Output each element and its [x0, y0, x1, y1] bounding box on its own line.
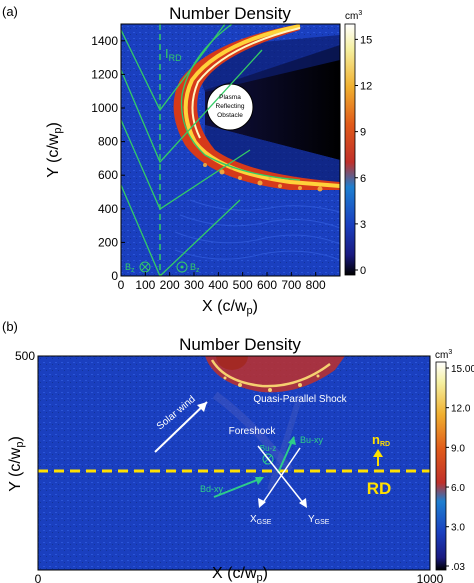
- y-tick-label: 1200: [91, 67, 118, 81]
- x-gse-arrowhead: [258, 498, 266, 508]
- y-tick-label: 800: [98, 135, 118, 149]
- colorbar-tick-label: 0: [360, 265, 366, 277]
- foreshock-label: Foreshock: [229, 426, 277, 437]
- x-tick-label: 700: [281, 278, 301, 292]
- x-tick-label: 100: [135, 278, 155, 292]
- x-tick-label: 1000: [417, 572, 444, 583]
- bz-out-icon: [176, 261, 188, 273]
- bu-z-icon: [262, 453, 274, 465]
- panel-b-yticks: 500: [15, 349, 42, 363]
- colorbar-tick-label: 12.0: [451, 404, 471, 415]
- shock-label: Quasi-Parallel Shock: [253, 394, 347, 405]
- panel-a-colorbar-ticks: 0 3 6 9 12 15: [355, 34, 372, 277]
- panel-b-frame: [37, 355, 431, 571]
- colorbar-tick-label: 15: [360, 34, 372, 46]
- panel-a-xticks: 0 100 200 300 400 500 600 700 800: [118, 272, 326, 292]
- colorbar-tick-label: 6.0: [451, 483, 465, 494]
- obstacle-label-2: Reflecting: [216, 103, 245, 110]
- x-tick-label: 200: [160, 278, 180, 292]
- panel-a-ylabel: Y (c/wp): [45, 122, 64, 178]
- x-tick-label: 0: [118, 278, 125, 292]
- n-rd-label: nRD: [372, 432, 390, 448]
- y-tick-label: 1000: [91, 101, 118, 115]
- obstacle-label-3: Obstacle: [217, 112, 243, 119]
- colorbar-tick-label: 12: [360, 81, 372, 93]
- y-gse-label: YGSE: [308, 514, 330, 526]
- y-gse-axis: [257, 445, 305, 505]
- panel-a-colorbar-unit: cm3: [345, 10, 362, 22]
- bz-cross-icon: [141, 263, 149, 271]
- bu-xy-arrowhead: [288, 436, 296, 445]
- panel-a-frame: [120, 23, 341, 277]
- bd-xy-arrow: [213, 477, 263, 498]
- solar-wind-arrow: [154, 401, 208, 453]
- colorbar-tick-label: .03: [451, 562, 465, 573]
- colorbar-tick-label: 6: [360, 173, 366, 185]
- panel-b-title: Number Density: [179, 335, 301, 354]
- colorbar-tick-label: 3: [360, 219, 366, 231]
- panel-b: (b) Number Density Solar wind Quasi-Para…: [2, 319, 474, 583]
- colorbar-tick-label: 9.0: [451, 443, 465, 454]
- y-tick-label: 200: [98, 235, 118, 249]
- y-gse-arrowhead: [299, 498, 307, 508]
- y-tick-label: 500: [15, 349, 35, 363]
- panel-b-xticks: 0 1000: [35, 566, 444, 583]
- bu-xy-label: Bu-xy: [300, 435, 324, 445]
- panel-a-heatmap: [121, 24, 340, 276]
- x-gse-label: XGSE: [250, 514, 272, 526]
- y-tick-label: 600: [98, 168, 118, 182]
- panel-b-label: (b): [2, 319, 18, 334]
- rd-annotation: IRD: [165, 46, 182, 63]
- bz-dot-icon: [180, 265, 184, 269]
- panel-a-label: (a): [2, 4, 18, 19]
- bd-xy-label: Bd-xy: [200, 484, 224, 494]
- x-tick-label: 800: [306, 278, 326, 292]
- x-tick-label: 0: [35, 572, 42, 583]
- panel-a: (a) Number Density: [2, 4, 372, 317]
- x-tick-label: 300: [184, 278, 204, 292]
- y-tick-label: 400: [98, 202, 118, 216]
- bz-right-label: Bz: [190, 262, 200, 274]
- y-tick-label: 1400: [91, 34, 118, 48]
- panel-b-heatmap: [38, 356, 430, 570]
- panel-a-xlabel: X (c/wp): [202, 298, 258, 317]
- bd-xy-arrowhead: [255, 477, 264, 485]
- colorbar-tick-label: 15.00: [451, 364, 474, 375]
- bu-z-label: Bu-z: [260, 444, 276, 453]
- panel-a-yticks: 0 200 400 600 800 1000 1200 1400: [91, 34, 125, 283]
- panel-b-colorbar: [435, 361, 447, 571]
- panel-b-ylabel: Y (c/wp): [7, 436, 26, 492]
- panel-a-colorbar: [344, 23, 356, 276]
- panel-b-colorbar-ticks: 15.00 12.0 9.0 6.0 3.0 .03: [446, 364, 474, 573]
- colorbar-tick-label: 9: [360, 127, 366, 139]
- rd-label: RD: [367, 479, 392, 498]
- n-rd-arrowhead: [373, 449, 383, 457]
- panel-a-title: Number Density: [169, 4, 291, 23]
- plasma-obstacle: [206, 83, 254, 131]
- x-tick-label: 400: [208, 278, 228, 292]
- bz-left-label: Bz: [125, 262, 135, 274]
- obstacle-label-1: Plasma: [219, 94, 241, 101]
- x-tick-label: 500: [233, 278, 253, 292]
- x-tick-label: 600: [257, 278, 277, 292]
- panel-b-colorbar-unit: cm3: [435, 349, 452, 361]
- colorbar-tick-label: 3.0: [451, 523, 465, 534]
- solar-wind-arrowhead: [197, 402, 207, 412]
- y-tick-label: 0: [111, 269, 118, 283]
- panel-b-xlabel: X (c/wp): [212, 565, 268, 583]
